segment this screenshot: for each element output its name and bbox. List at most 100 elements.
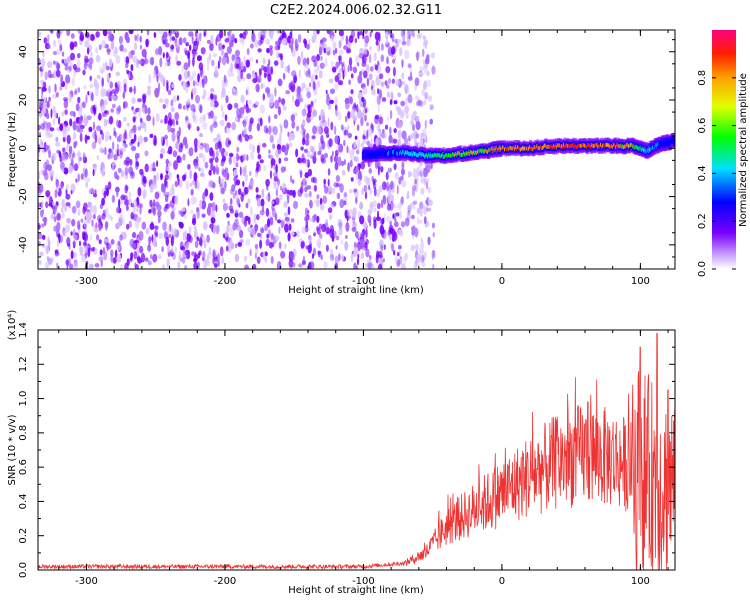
noise-speckle: [416, 32, 422, 39]
noise-speckle: [199, 133, 203, 138]
noise-speckle: [38, 181, 41, 190]
noise-speckle: [343, 192, 348, 198]
noise-speckle: [366, 77, 370, 87]
noise-speckle: [431, 249, 436, 259]
noise-speckle: [348, 189, 353, 194]
noise-speckle: [54, 83, 57, 93]
noise-speckle: [349, 159, 353, 168]
noise-speckle: [155, 112, 160, 123]
noise-speckle: [93, 228, 99, 233]
noise-speckle: [344, 235, 348, 239]
noise-speckle: [212, 165, 216, 175]
noise-speckle: [427, 95, 433, 102]
noise-speckle: [347, 132, 352, 139]
noise-speckle: [150, 254, 153, 260]
noise-speckle: [187, 98, 191, 105]
noise-speckle: [423, 99, 427, 106]
noise-speckle: [399, 47, 403, 56]
noise-speckle: [318, 241, 321, 249]
noise-speckle: [352, 217, 355, 224]
noise-speckle: [85, 181, 89, 189]
noise-speckle: [344, 209, 348, 219]
noise-speckle: [316, 30, 320, 35]
noise-speckle: [246, 73, 252, 80]
noise-speckle: [98, 221, 102, 232]
noise-speckle: [190, 104, 196, 112]
noise-speckle: [128, 220, 132, 228]
noise-speckle: [422, 82, 428, 91]
noise-speckle: [377, 264, 383, 269]
noise-speckle: [115, 55, 121, 64]
noise-speckle: [141, 93, 147, 100]
noise-speckle: [360, 252, 365, 260]
noise-speckle: [152, 207, 156, 216]
noise-speckle: [103, 99, 108, 106]
noise-speckle: [393, 204, 397, 209]
noise-speckle: [239, 33, 244, 39]
noise-speckle: [333, 157, 338, 163]
noise-speckle: [82, 85, 88, 90]
snr-scale-label: (x10⁴): [7, 310, 18, 341]
noise-speckle: [268, 242, 273, 249]
noise-speckle: [338, 227, 343, 236]
noise-speckle: [239, 37, 245, 43]
noise-speckle: [82, 241, 87, 246]
noise-speckle: [301, 108, 307, 117]
noise-speckle: [119, 234, 123, 241]
noise-speckle: [87, 91, 90, 96]
noise-speckle: [345, 129, 349, 136]
noise-speckle: [76, 58, 81, 68]
noise-speckle: [54, 207, 58, 217]
noise-speckle: [267, 218, 271, 228]
noise-speckle: [214, 121, 218, 126]
noise-speckle: [336, 144, 340, 149]
noise-speckle: [416, 207, 421, 215]
noise-speckle: [84, 58, 90, 63]
noise-speckle: [145, 58, 149, 64]
noise-speckle: [165, 236, 170, 247]
noise-speckle: [164, 60, 168, 67]
noise-speckle: [130, 64, 134, 72]
noise-speckle: [126, 69, 130, 75]
noise-speckle: [38, 232, 43, 240]
noise-speckle: [340, 160, 345, 167]
noise-speckle: [313, 213, 317, 221]
noise-speckle: [65, 193, 71, 200]
noise-speckle: [41, 63, 44, 70]
noise-speckle: [364, 108, 368, 114]
noise-speckle: [69, 52, 76, 61]
noise-speckle: [185, 42, 189, 47]
noise-speckle: [48, 196, 53, 206]
noise-speckle: [165, 166, 170, 172]
noise-speckle: [420, 208, 423, 217]
noise-speckle: [393, 163, 397, 171]
noise-speckle: [395, 78, 400, 87]
noise-speckle: [366, 129, 369, 140]
x-tick-label: 0: [499, 276, 505, 287]
noise-speckle: [256, 163, 262, 172]
noise-speckle: [59, 124, 63, 131]
noise-speckle: [317, 65, 320, 71]
noise-speckle: [93, 106, 97, 114]
noise-speckle: [264, 223, 268, 232]
noise-speckle: [227, 103, 233, 111]
noise-speckle: [367, 209, 373, 216]
noise-speckle: [216, 133, 221, 139]
noise-speckle: [139, 44, 143, 50]
noise-speckle: [316, 199, 320, 208]
noise-speckle: [41, 86, 44, 95]
noise-speckle: [316, 80, 321, 88]
noise-speckle: [240, 61, 245, 68]
noise-speckle: [346, 145, 349, 154]
noise-speckle: [224, 114, 228, 122]
noise-speckle: [348, 95, 351, 104]
noise-speckle: [303, 38, 307, 45]
noise-speckle: [362, 139, 367, 144]
noise-speckle: [252, 263, 257, 269]
noise-speckle: [413, 200, 418, 205]
noise-speckle: [124, 143, 128, 149]
noise-speckle: [363, 30, 368, 34]
noise-speckle: [313, 184, 317, 192]
noise-speckle: [154, 191, 160, 200]
noise-speckle: [142, 176, 147, 184]
